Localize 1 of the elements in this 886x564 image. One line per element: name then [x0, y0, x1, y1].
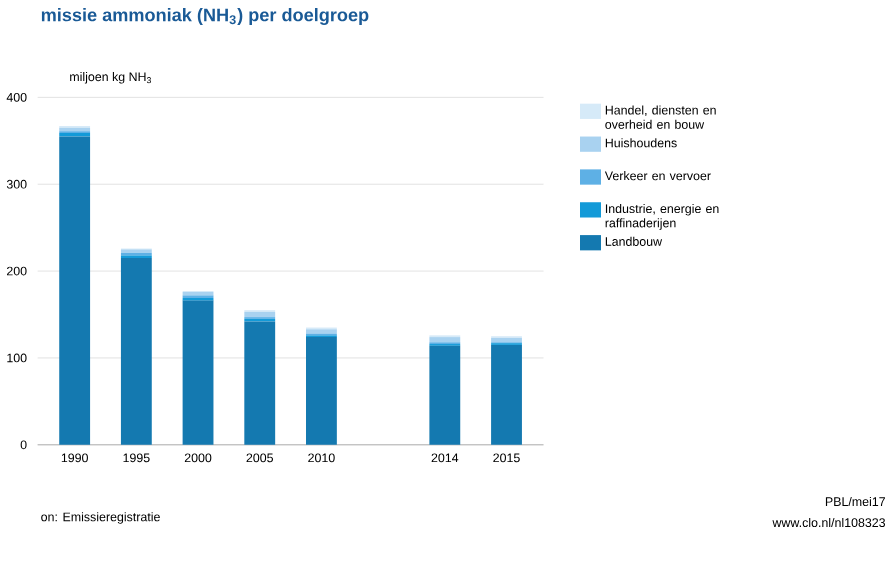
chart-title: missie ammoniak (NH$_{3}$) per doelgroep	[41, 8, 369, 26]
